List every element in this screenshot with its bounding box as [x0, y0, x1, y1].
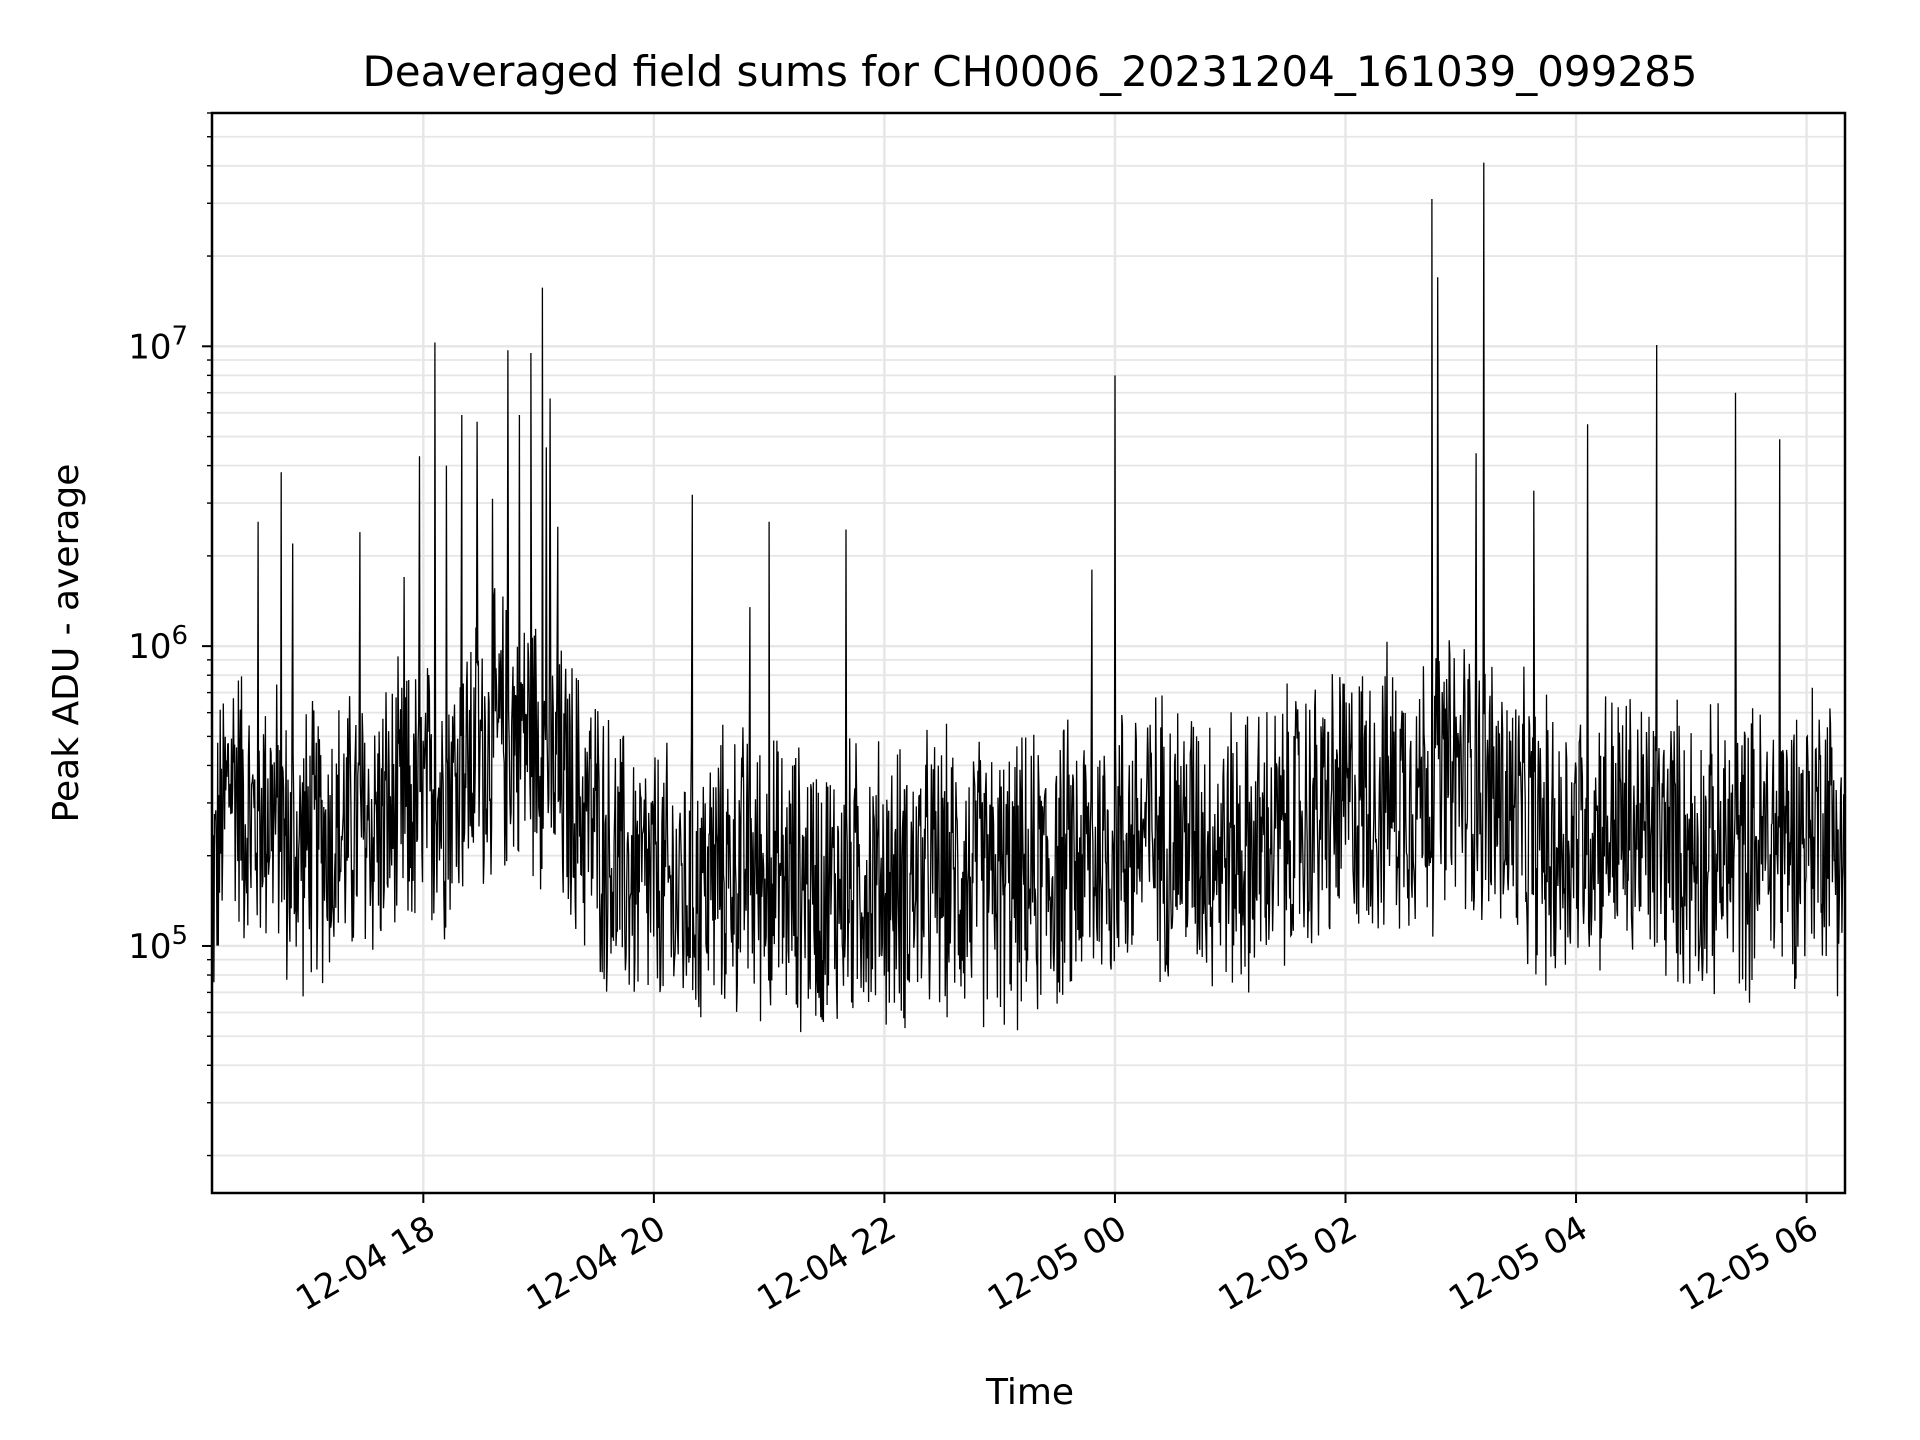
chart-title: Deaveraged field sums for CH0006_2023120…: [362, 47, 1697, 96]
plot-frame: [210, 111, 1847, 1195]
series-line: [211, 162, 1846, 1033]
y-axis-label: Peak ADU - average: [46, 464, 87, 823]
x-axis-label: Time: [985, 1372, 1074, 1413]
series-group: [211, 162, 1846, 1033]
